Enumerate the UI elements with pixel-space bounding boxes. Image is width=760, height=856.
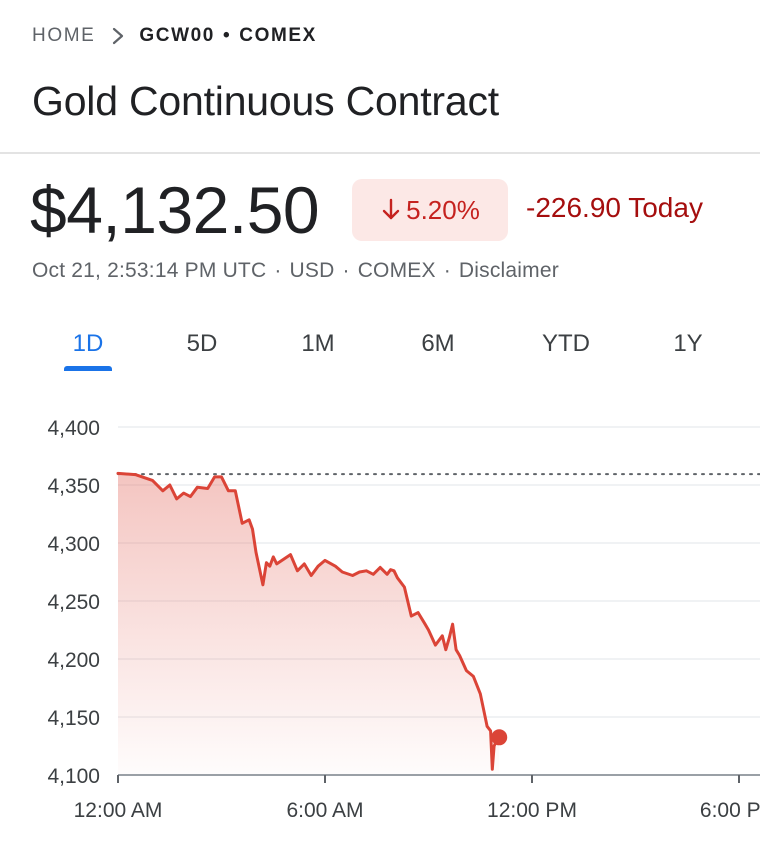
- price-chart[interactable]: 4,400 4,350 4,300 4,250 4,200 4,150 4,100 12:00…: [0, 390, 760, 856]
- y-tick-label: 4,300: [47, 533, 100, 556]
- y-tick-label: 4,250: [47, 591, 100, 614]
- meta-separator: ·: [443, 259, 451, 282]
- breadcrumb: HOME GCW00 • COMEX: [32, 22, 317, 50]
- breadcrumb-symbol: GCW00: [139, 25, 215, 46]
- current-price-marker[interactable]: [491, 729, 508, 746]
- change-percent-badge: 5.20%: [352, 179, 508, 241]
- change-today: -226.90 Today: [526, 192, 703, 223]
- range-tabs: 1D 5D 1M 6M YTD 1Y: [0, 320, 760, 372]
- y-tick-label: 4,350: [47, 475, 100, 498]
- chevron-right-icon: [105, 26, 131, 46]
- active-tab-indicator: [64, 366, 112, 371]
- tab-1d[interactable]: 1D: [72, 330, 104, 357]
- meta-separator: ·: [342, 259, 350, 282]
- x-tick-label: 12:00 PM: [487, 799, 577, 822]
- change-percent-value: 5.20%: [406, 194, 480, 225]
- price-line: [116, 471, 501, 771]
- meta-separator: ·: [274, 259, 282, 282]
- tab-6m[interactable]: 6M: [421, 330, 455, 357]
- quote-exchange: COMEX: [357, 259, 436, 282]
- x-tick-label: 12:00 AM: [74, 799, 163, 822]
- tab-ytd[interactable]: YTD: [542, 330, 590, 357]
- breadcrumb-exchange: COMEX: [239, 25, 317, 46]
- x-tick-label: 6:00 PM: [700, 799, 760, 822]
- tab-5d[interactable]: 5D: [186, 330, 218, 357]
- header-divider: [0, 152, 760, 154]
- breadcrumb-separator: •: [222, 25, 232, 46]
- current-price: $4,132.50: [30, 173, 320, 247]
- y-tick-label: 4,200: [47, 649, 100, 672]
- y-tick-label: 4,150: [47, 707, 100, 730]
- tab-1m[interactable]: 1M: [301, 330, 335, 357]
- breadcrumb-home-link[interactable]: HOME: [32, 25, 96, 46]
- page-title: Gold Continuous Contract: [32, 78, 499, 124]
- x-tick-label: 6:00 AM: [286, 799, 363, 822]
- y-tick-label: 4,100: [47, 765, 100, 788]
- quote-timestamp: Oct 21, 2:53:14 PM UTC: [32, 259, 267, 282]
- quote-meta: Oct 21, 2:53:14 PM UTC · USD · COMEX · D…: [32, 259, 559, 283]
- quote-currency: USD: [289, 259, 335, 282]
- price-area-fill: [118, 473, 500, 775]
- arrow-down-icon: [382, 198, 400, 220]
- y-tick-label: 4,400: [47, 417, 100, 440]
- tab-1y[interactable]: 1Y: [673, 330, 703, 357]
- disclaimer-link[interactable]: Disclaimer: [458, 259, 559, 282]
